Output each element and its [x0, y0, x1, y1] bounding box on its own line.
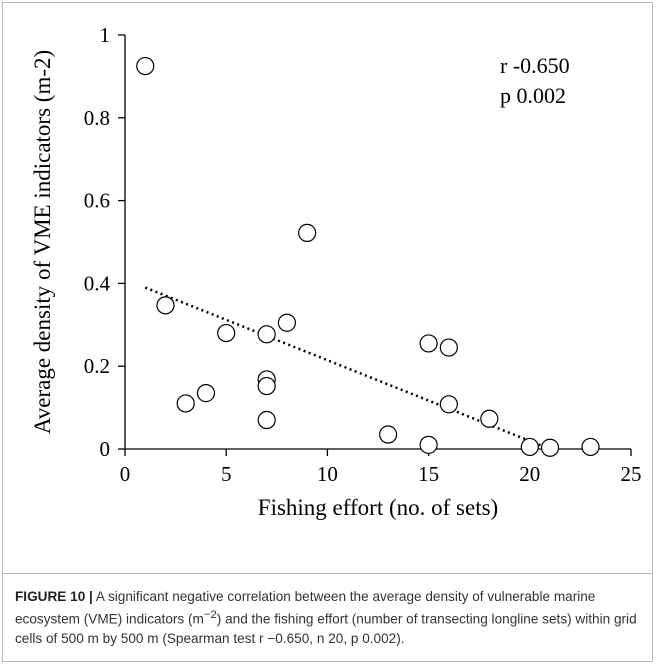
correlation-annotation: r -0.650 [500, 53, 570, 78]
y-tick-label: 0.8 [84, 106, 110, 130]
y-tick-label: 0.4 [84, 271, 111, 295]
data-point [196, 384, 216, 403]
data-point [217, 323, 236, 343]
x-tick-label: 0 [120, 462, 131, 486]
scatter-chart: 0 5 10 15 20 25 0 0.2 0.4 0.6 0.8 1 Fishing effort (… [30, 23, 642, 520]
x-axis-label: Fishing effort (no. of sets) [258, 495, 498, 520]
data-point [257, 376, 276, 396]
caption-text-2: ) and the fishing effort (number of tran… [15, 611, 637, 646]
data-point [581, 437, 600, 457]
figure-caption: FIGURE 10 | A significant negative corre… [15, 587, 641, 648]
data-point [156, 296, 175, 315]
y-tick-label: 0.6 [84, 189, 110, 213]
x-tick-label: 5 [221, 462, 232, 486]
caption-divider [3, 573, 652, 574]
data-point [298, 223, 317, 242]
x-tick-label: 25 [621, 462, 642, 486]
data-point [136, 56, 155, 76]
data-point [257, 325, 276, 344]
y-tick-label: 0.2 [84, 354, 110, 378]
plot-area: 0 5 10 15 20 25 0 0.2 0.4 0.6 0.8 1 Fishing effort (… [30, 23, 642, 520]
data-point [176, 394, 195, 413]
caption-text-1: A significant negative correlation betwe… [15, 589, 596, 627]
data-point [439, 395, 458, 414]
data-point [419, 435, 438, 454]
x-tick-label: 20 [519, 462, 540, 486]
data-point [257, 410, 276, 430]
data-point [379, 425, 398, 444]
x-tick-label: 15 [418, 462, 439, 486]
p-value-annotation: p 0.002 [500, 83, 566, 108]
data-point [277, 313, 297, 332]
data-point [439, 338, 458, 357]
data-point [480, 409, 499, 428]
x-tick-label: 10 [317, 462, 338, 486]
y-axis-label: Average density of VME indicators (m-2) [30, 50, 55, 434]
caption-label: FIGURE 10 | [15, 589, 93, 604]
data-point [540, 438, 560, 457]
data-point [419, 334, 438, 353]
caption-superscript: −2 [203, 609, 217, 621]
y-tick-label: 0 [100, 437, 111, 461]
y-tick-label: 1 [100, 23, 111, 47]
data-point [520, 437, 539, 457]
